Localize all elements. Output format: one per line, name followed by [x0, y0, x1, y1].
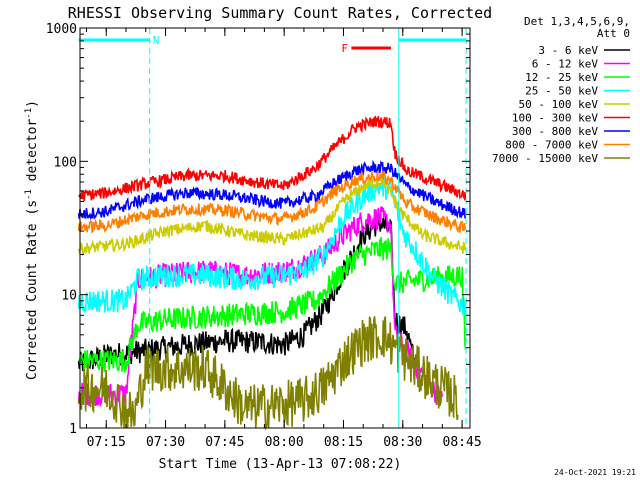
- plot-area: N F 1 10 100 1000 07:15 07:30 07:45 08:00 08:15 08:…: [46, 22, 482, 450]
- x-tick-label: 07:45: [205, 435, 244, 450]
- x-tick-label: 08:00: [265, 435, 304, 450]
- night-label: N: [153, 34, 160, 47]
- plot-frame: [79, 27, 471, 429]
- legend-label: 50 - 100 keV: [519, 98, 599, 111]
- series-line-0: [77, 213, 416, 371]
- y-tick-label: 100: [54, 155, 77, 170]
- legend-label: 800 - 7000 keV: [505, 139, 598, 152]
- series-line-3: [77, 176, 467, 319]
- legend-header: Att 0: [597, 27, 630, 40]
- x-tick-label: 08:30: [383, 435, 422, 450]
- y-tick-label: 1000: [46, 22, 77, 37]
- legend-label: 7000 - 15000 keV: [492, 152, 598, 165]
- chart-title: RHESSI Observing Summary Count Rates, Co…: [68, 4, 492, 22]
- legend-label: 6 - 12 keV: [532, 58, 599, 71]
- y-axis-label-sup: -1: [24, 108, 34, 119]
- y-tick-label: 1: [69, 422, 77, 437]
- series-line-8: [77, 316, 459, 431]
- legend-label: 25 - 50 keV: [525, 85, 598, 98]
- y-axis-label-part: detector: [25, 119, 40, 190]
- flare-label: F: [341, 42, 348, 55]
- series-line-6: [77, 159, 467, 221]
- legend-label: 3 - 6 keV: [538, 44, 598, 57]
- y-axis-label-sup: -1: [24, 189, 34, 200]
- y-tick-label: 10: [61, 289, 77, 304]
- x-tick-label: 07:15: [87, 435, 126, 450]
- y-axis-label-part: Corrected Count Rate (s: [25, 200, 40, 380]
- legend-label: 100 - 300 keV: [512, 112, 598, 125]
- series-line-2: [78, 237, 467, 373]
- series-line-7: [77, 169, 467, 234]
- series-line-4: [77, 175, 467, 256]
- legend-label: 12 - 25 keV: [525, 71, 598, 84]
- legend-header: Det 1,3,4,5,6,9,: [524, 15, 630, 28]
- legend-label: 300 - 800 keV: [512, 125, 598, 138]
- y-axis-label-part: ): [25, 100, 40, 108]
- x-tick-label: 08:15: [324, 435, 363, 450]
- x-tick-label: 07:30: [146, 435, 185, 450]
- x-axis-label: Start Time (13-Apr-13 07:08:22): [159, 457, 402, 472]
- x-tick-label: 08:45: [443, 435, 482, 450]
- y-axis-label: Corrected Count Rate (s-1 detector-1): [24, 100, 40, 380]
- footer-date: 24-Oct-2021 19:21: [554, 468, 636, 477]
- series-line-5: [78, 115, 467, 202]
